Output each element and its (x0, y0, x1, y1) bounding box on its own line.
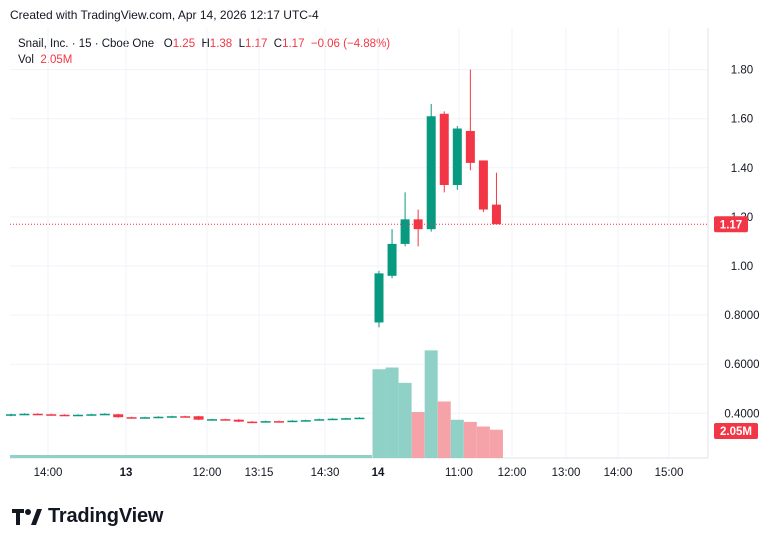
volume-bar (463, 421, 477, 458)
candle-body (452, 128, 462, 185)
close-label: C (273, 38, 283, 50)
pre-candle-body (354, 417, 365, 420)
pre-candle-body (274, 421, 284, 423)
volume-bars (10, 350, 503, 458)
price-tick-label: 1.80 (731, 65, 753, 77)
last-price-badge (714, 216, 748, 233)
volume-bar (437, 401, 451, 458)
pre-candle-body (6, 414, 16, 416)
candle-body (387, 243, 397, 276)
pre-candle-body (99, 413, 110, 416)
volume-bar (476, 426, 490, 458)
last-volume-badge-label: 2.05M (720, 426, 752, 438)
pre-candle-body (220, 419, 231, 421)
last-price-badge-label: 1.17 (720, 219, 742, 231)
pre-candle-body (166, 416, 177, 418)
close-value: 1.17 (282, 38, 305, 50)
volume-bar (372, 369, 386, 458)
candle-body (426, 116, 436, 230)
pre-candle-body (341, 418, 351, 420)
change-value: −0.06 (−4.88%) (310, 38, 391, 50)
high-label: H (201, 38, 210, 50)
price-tick-label: 0.8000 (724, 310, 759, 322)
tradingview-wordmark: TradingView (48, 505, 164, 527)
candlesticks (6, 69, 501, 424)
pre-candle-body (260, 421, 271, 423)
pre-candle-body (113, 414, 124, 418)
candle-body (478, 160, 488, 210)
pre-candle-body (19, 413, 30, 416)
pre-candle-body (73, 414, 83, 417)
symbol-legend: Snail, Inc. · 15 · Cboe One O1.25 H1.38 … (18, 36, 390, 68)
pre-candle-body (247, 421, 258, 424)
pre-candle-body (233, 419, 244, 422)
volume-bar (411, 411, 425, 458)
pre-candle-body (193, 416, 204, 420)
last-volume-badge (714, 423, 758, 439)
pre-candle-body (314, 419, 325, 421)
pre-candle-body (59, 414, 70, 417)
time-tick-label: 14:30 (311, 467, 340, 479)
volume-bar (450, 419, 464, 458)
price-tick-label: 1.00 (731, 261, 753, 273)
pre-candle-body (300, 420, 311, 422)
pre-candle-body (327, 418, 338, 421)
volume-bar (489, 429, 503, 458)
candle-body (374, 273, 384, 323)
open-label: O (163, 38, 173, 50)
volume-bar (424, 350, 438, 458)
time-tick-label: 13:15 (245, 467, 274, 479)
pre-candle-body (86, 414, 97, 416)
time-tick-label: 12:00 (193, 467, 222, 479)
pre-candle-body (287, 420, 298, 423)
time-tick-label: 15:00 (655, 467, 684, 479)
price-tick-label: 1.60 (731, 114, 753, 126)
chart-grid (10, 28, 709, 459)
volume-label: Vol (18, 54, 34, 66)
candle-body (439, 113, 449, 185)
axis-badges: 1.17 2.05M (714, 216, 758, 439)
time-tick-label: 11:00 (445, 467, 473, 479)
low-label: L (238, 38, 245, 50)
candle-body (465, 130, 475, 163)
pre-candle-body (140, 417, 150, 419)
tradingview-logo[interactable]: TradingView (12, 505, 163, 528)
time-tick-label: 13 (120, 467, 133, 479)
candle-body (400, 219, 410, 244)
time-axis: 14:00 13 12:00 13:15 14:30 14 11:00 12:00 13:00 1… (34, 467, 684, 479)
volume-bar (385, 367, 399, 458)
pre-candle-body (32, 413, 43, 416)
time-tick-label: 14 (372, 467, 385, 479)
time-tick-label: 12:00 (498, 467, 527, 479)
price-tick-label: 0.6000 (724, 359, 759, 371)
low-value: 1.17 (244, 38, 268, 50)
candle-body (491, 204, 501, 225)
ohlc-row: Snail, Inc. · 15 · Cboe One O1.25 H1.38 … (18, 36, 390, 52)
pre-candle-body (180, 416, 191, 418)
symbol-name: Snail, Inc. · 15 · Cboe One (18, 38, 155, 50)
open-value: 1.25 (172, 38, 196, 50)
high-value: 1.38 (209, 38, 233, 50)
pre-candle-body (207, 419, 217, 421)
created-with-caption: Created with TradingView.com, Apr 14, 20… (10, 8, 319, 22)
pre-candle-body (46, 414, 57, 416)
tradingview-logo-icon (12, 508, 42, 525)
time-tick-label: 14:00 (604, 467, 633, 479)
price-tick-label: 0.4000 (724, 408, 759, 420)
price-tick-label: 1.40 (731, 163, 753, 175)
pre-session-volume (10, 455, 372, 458)
time-tick-label: 14:00 (34, 467, 63, 479)
pre-candle-body (153, 416, 164, 419)
pre-candle-body (126, 417, 137, 419)
volume-bar (398, 382, 412, 458)
time-tick-label: 13:00 (552, 467, 581, 479)
